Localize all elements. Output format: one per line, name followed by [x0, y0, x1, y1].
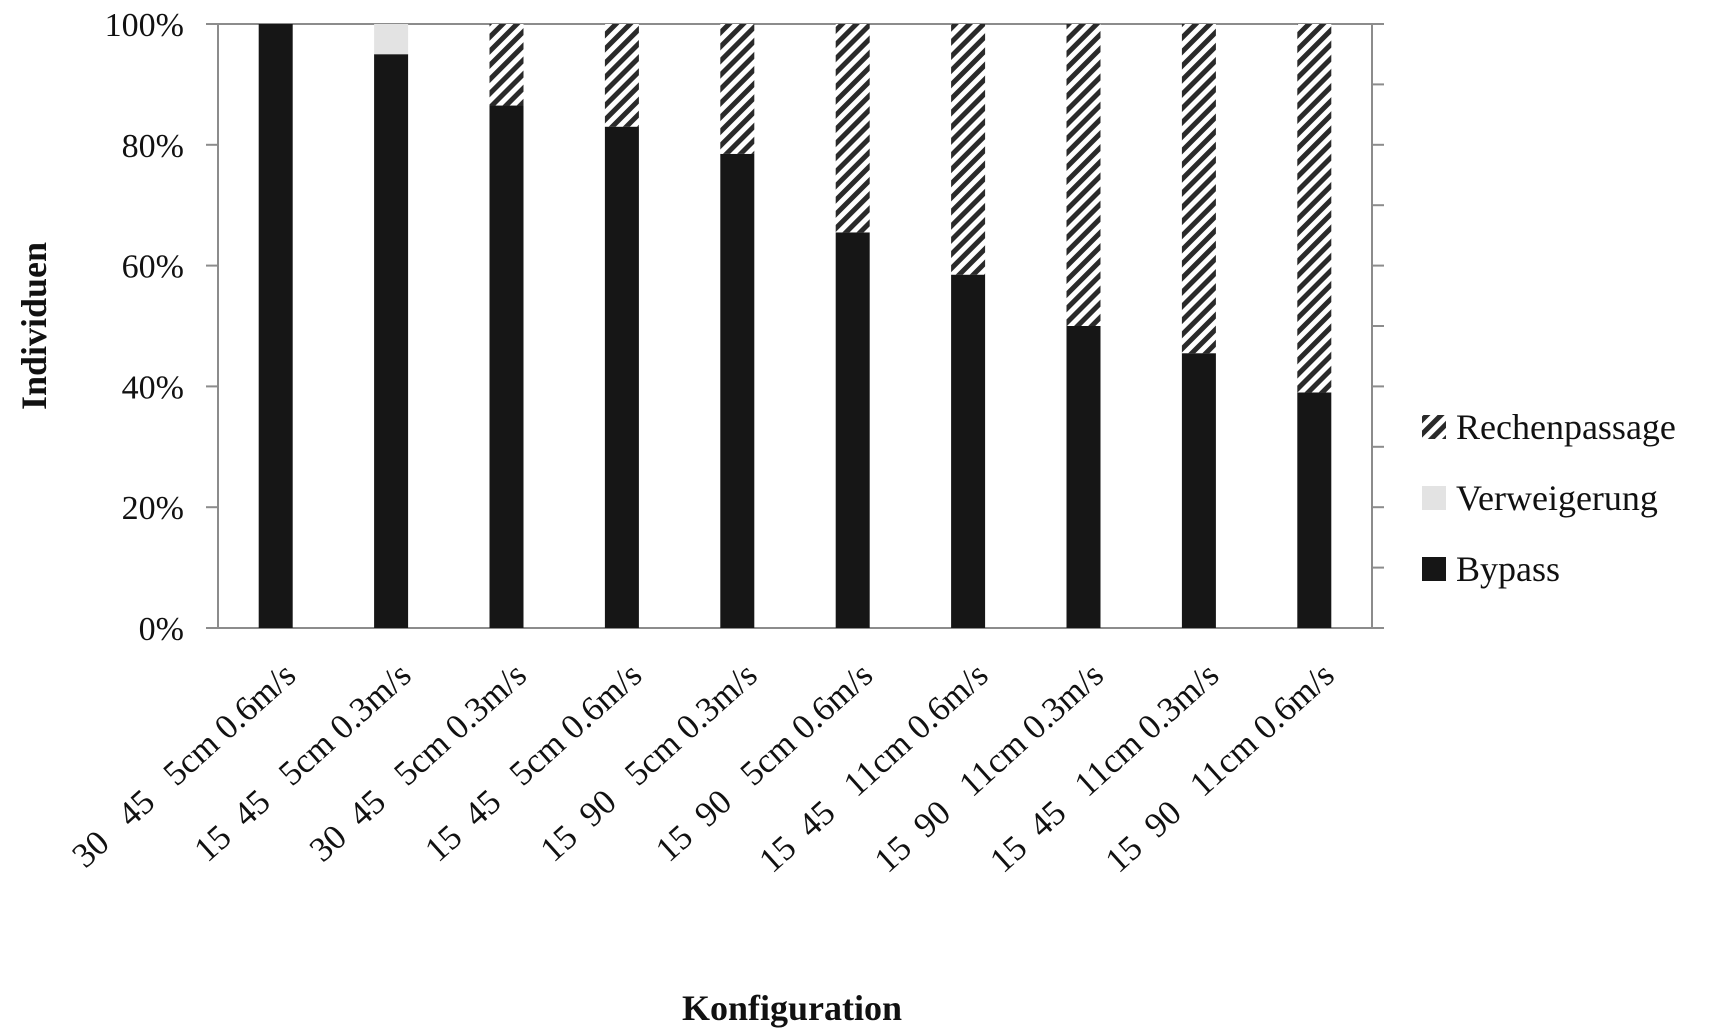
- bar-bypass: [951, 274, 986, 628]
- y-tick-label: 60%: [122, 249, 184, 286]
- legend-swatch-rechenpassage: [1422, 415, 1446, 439]
- x-tick-label: 15 45 5cm 0.6m/s: [417, 655, 649, 869]
- bar-rechenpassage: [951, 24, 986, 275]
- x-axis-category-labels: 30 45 5cm 0.6m/s15 45 5cm 0.3m/s30 45 5c…: [65, 655, 1342, 880]
- legend: Rechenpassage Verweigerung Bypass: [1422, 407, 1676, 589]
- bar-bypass: [720, 153, 755, 629]
- y-tick-label: 80%: [122, 128, 184, 165]
- y-tick-label: 0%: [139, 611, 184, 648]
- bar-rechenpassage: [604, 24, 639, 127]
- bar-bypass: [374, 54, 409, 628]
- x-tick-label: 30 45 5cm 0.6m/s: [65, 655, 304, 875]
- bar-bypass: [1181, 353, 1216, 628]
- bar-rechenpassage: [1181, 24, 1216, 354]
- bar-verweigerung: [374, 24, 409, 55]
- y-tick-label: 20%: [122, 490, 184, 527]
- y-axis: 0% 20% 40% 60% 80% 100%: [105, 7, 1384, 648]
- x-tick-label: 15 90 5cm 0.3m/s: [533, 655, 765, 869]
- bar-bypass: [258, 24, 293, 628]
- bar-bypass: [1297, 392, 1332, 628]
- bars: [258, 24, 1332, 629]
- y-axis-title: Individuen: [14, 242, 54, 410]
- x-axis-title: Konfiguration: [682, 988, 902, 1028]
- x-tick-label: 30 45 5cm 0.3m/s: [302, 655, 534, 869]
- bar-rechenpassage: [1066, 24, 1101, 326]
- legend-label-rechenpassage: Rechenpassage: [1456, 407, 1676, 447]
- bar-rechenpassage: [489, 24, 524, 106]
- x-tick-label: 15 90 5cm 0.6m/s: [648, 655, 880, 869]
- bar-bypass: [835, 232, 870, 628]
- legend-swatch-bypass: [1422, 557, 1446, 581]
- bar-rechenpassage: [835, 24, 870, 233]
- legend-label-verweigerung: Verweigerung: [1456, 478, 1658, 518]
- y-tick-label: 100%: [105, 7, 184, 44]
- legend-label-bypass: Bypass: [1456, 549, 1560, 589]
- bar-bypass: [604, 126, 639, 629]
- bar-rechenpassage: [720, 24, 755, 154]
- x-tick-label: 15 45 5cm 0.3m/s: [186, 655, 418, 869]
- y-tick-label: 40%: [122, 369, 184, 406]
- bar-bypass: [489, 105, 524, 629]
- legend-swatch-verweigerung: [1422, 486, 1446, 510]
- bar-bypass: [1066, 326, 1101, 628]
- bar-rechenpassage: [1297, 24, 1332, 393]
